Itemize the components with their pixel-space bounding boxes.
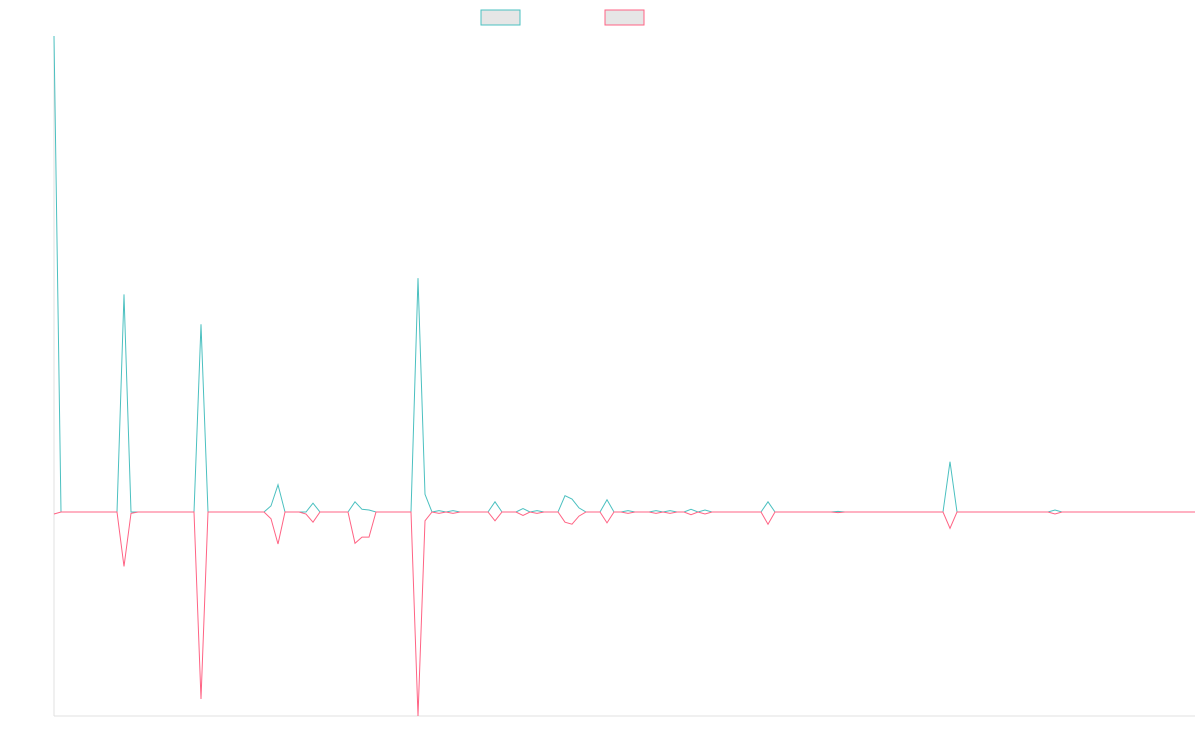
legend-swatch[interactable] bbox=[480, 9, 521, 26]
series-line bbox=[53, 35, 1195, 513]
legend-swatch[interactable] bbox=[604, 9, 645, 26]
series-line bbox=[53, 511, 1195, 717]
